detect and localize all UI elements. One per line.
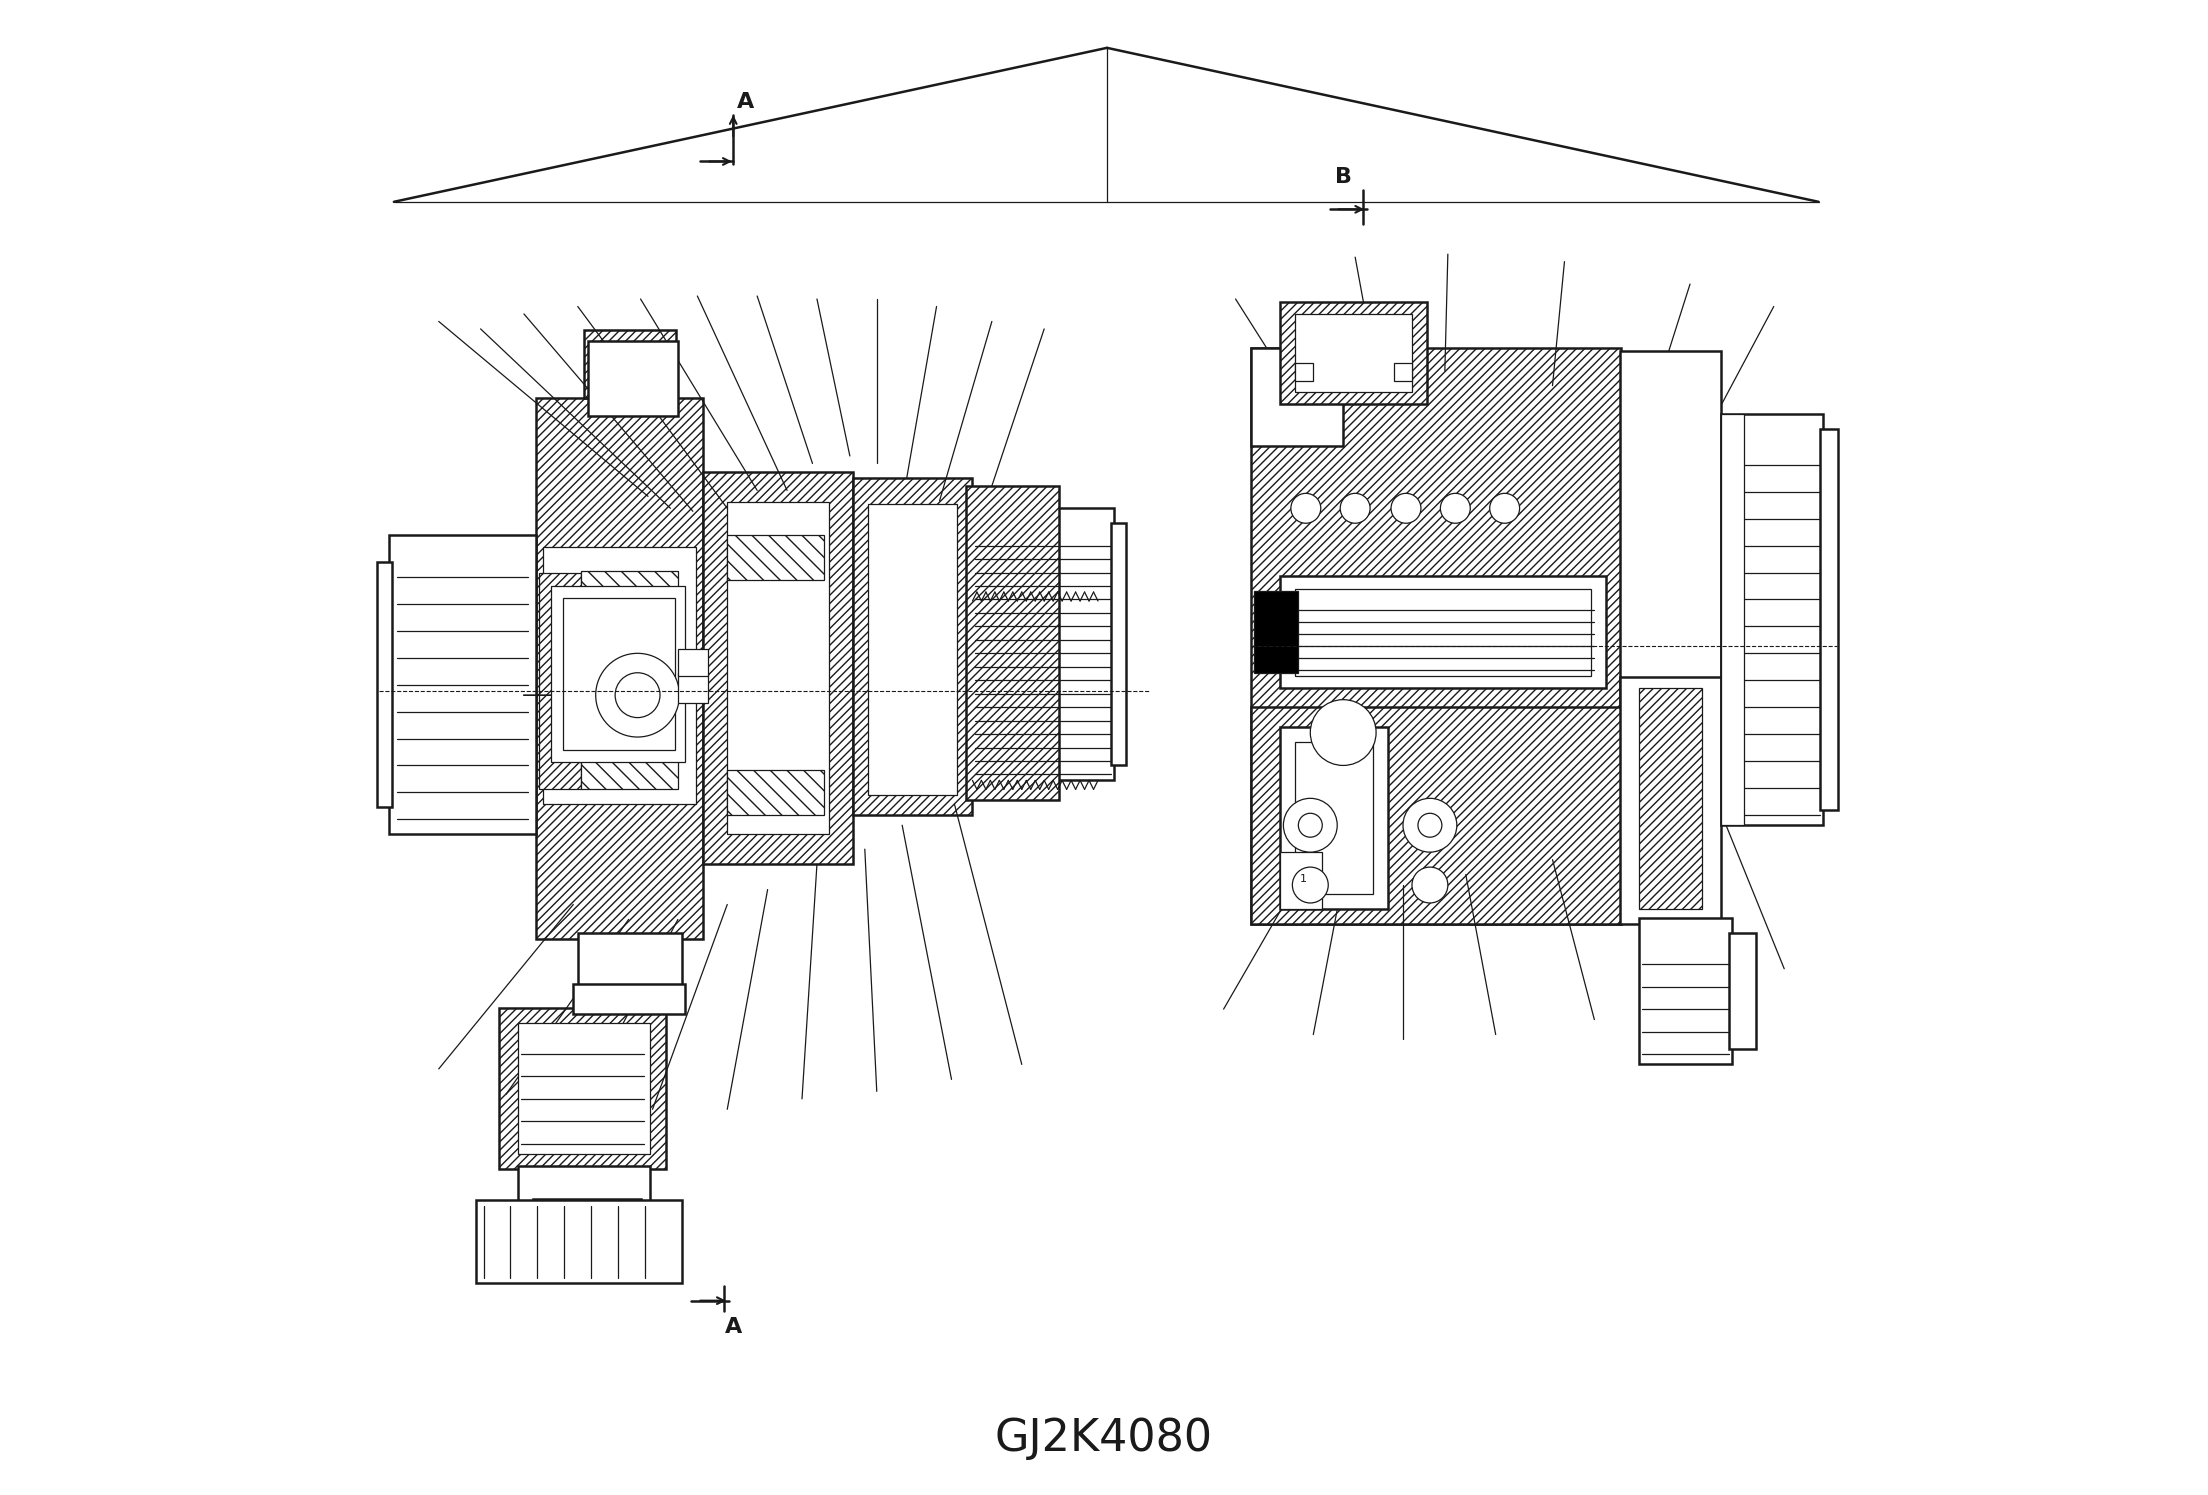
Bar <box>678 673 709 703</box>
Bar <box>581 571 678 604</box>
Bar <box>1250 348 1342 446</box>
Text: A: A <box>724 1317 742 1337</box>
Bar <box>1296 589 1592 676</box>
Bar <box>389 535 537 834</box>
Bar <box>1621 351 1722 703</box>
Bar <box>1296 742 1373 894</box>
Bar <box>519 1023 649 1154</box>
Bar <box>550 586 684 762</box>
Circle shape <box>1298 813 1323 837</box>
Bar <box>543 547 696 804</box>
Bar <box>1638 688 1702 909</box>
Circle shape <box>1391 493 1422 523</box>
Bar <box>868 504 958 795</box>
Bar <box>1819 429 1837 810</box>
Polygon shape <box>1325 710 1360 755</box>
Bar <box>726 770 824 815</box>
Bar <box>726 535 824 580</box>
Bar <box>678 649 709 676</box>
Bar <box>852 478 972 815</box>
Bar <box>1621 677 1722 924</box>
Circle shape <box>1292 493 1320 523</box>
Text: 1: 1 <box>1298 875 1307 884</box>
Bar <box>1729 933 1755 1049</box>
Bar <box>539 573 581 789</box>
Circle shape <box>1490 493 1519 523</box>
Bar <box>967 486 1060 800</box>
Bar <box>1281 727 1389 909</box>
Bar <box>532 1199 640 1229</box>
Bar <box>1296 363 1314 381</box>
Bar <box>1296 314 1411 392</box>
Bar <box>1638 918 1731 1064</box>
Bar <box>499 1008 667 1169</box>
Bar <box>726 502 828 834</box>
Bar <box>704 472 852 864</box>
Bar <box>1722 414 1744 825</box>
Bar <box>537 398 704 939</box>
Bar <box>972 508 1115 780</box>
Circle shape <box>1292 867 1329 903</box>
Bar <box>477 1200 682 1283</box>
Bar <box>1281 852 1323 909</box>
Bar <box>587 341 678 416</box>
Bar <box>1250 348 1621 924</box>
Bar <box>563 598 676 750</box>
Bar <box>1254 591 1298 673</box>
Bar <box>378 562 393 807</box>
Circle shape <box>596 653 680 737</box>
Circle shape <box>1309 700 1376 765</box>
Circle shape <box>1440 493 1471 523</box>
Bar <box>581 756 678 789</box>
Text: B: B <box>1334 167 1351 187</box>
Circle shape <box>1418 813 1442 837</box>
Circle shape <box>1402 798 1457 852</box>
Text: A: A <box>737 93 753 112</box>
Bar <box>574 984 684 1014</box>
Text: GJ2K4080: GJ2K4080 <box>996 1417 1212 1459</box>
Bar <box>519 1166 649 1203</box>
Text: B: B <box>1334 825 1351 845</box>
Bar <box>578 933 682 990</box>
Bar <box>1393 363 1411 381</box>
Circle shape <box>1283 798 1338 852</box>
Bar <box>1281 302 1426 404</box>
Circle shape <box>616 673 660 718</box>
Bar <box>1111 523 1126 765</box>
Bar <box>1281 576 1607 688</box>
Bar <box>1250 707 1621 924</box>
Circle shape <box>1411 867 1448 903</box>
Bar <box>1722 414 1824 825</box>
Bar <box>583 330 676 398</box>
Circle shape <box>1340 493 1371 523</box>
